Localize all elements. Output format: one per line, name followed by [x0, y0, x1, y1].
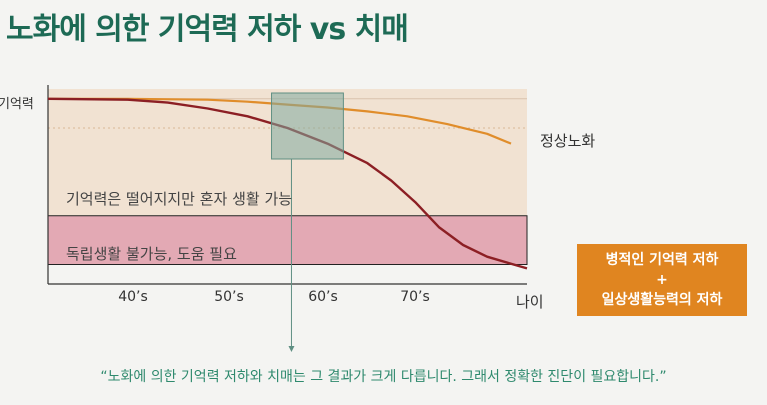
x-tick-label: 60’s: [308, 289, 338, 305]
x-tick-label: 50’s: [214, 289, 244, 305]
x-tick-label: 40’s: [118, 289, 148, 305]
page-title: 노화에 의한 기억력 저하 vs 치매: [6, 12, 409, 47]
x-axis-label: 나이: [516, 293, 544, 311]
callout-line-2: 일상생활능력의 저하: [601, 292, 723, 308]
independent-zone-label: 기억력은 떨어지지만 혼자 생활 가능: [66, 190, 292, 208]
dependent-zone-label: 독립생활 불가능, 도움 필요: [66, 245, 237, 263]
normal-aging-label: 정상노화: [540, 132, 595, 150]
highlight-box: [271, 92, 344, 160]
dependent-living-zone: [47, 215, 528, 265]
dementia-line: [47, 97, 528, 270]
bottom-quote: “노화에 의한 기억력 저하와 치매는 그 결과가 크게 다릅니다. 그래서 정…: [100, 369, 667, 385]
y-axis-label: 기억력: [0, 97, 34, 112]
callout-plus: +: [656, 272, 668, 288]
callout-line-1: 병적인 기억력 저하: [605, 252, 719, 268]
dementia-callout-box: 병적인 기억력 저하 + 일상생활능력의 저하: [577, 244, 747, 316]
x-tick-label: 70’s: [400, 289, 430, 305]
pointer-arrowhead: [288, 346, 295, 352]
